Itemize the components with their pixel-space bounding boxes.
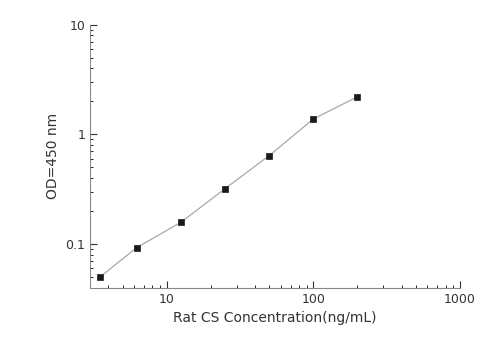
Y-axis label: OD=450 nm: OD=450 nm — [46, 113, 60, 199]
X-axis label: Rat CS Concentration(ng/mL): Rat CS Concentration(ng/mL) — [174, 311, 377, 325]
